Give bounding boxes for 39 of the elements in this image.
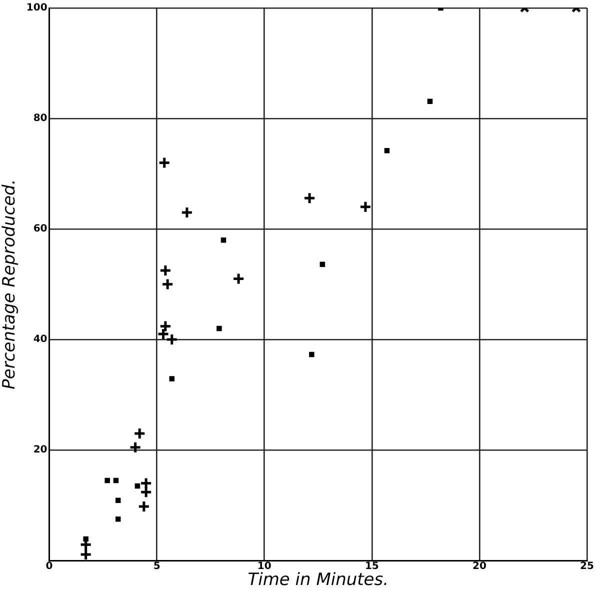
- point: [113, 478, 119, 484]
- point: [104, 478, 110, 484]
- point: [133, 427, 146, 440]
- point: [161, 278, 174, 291]
- point: [427, 98, 433, 104]
- point: [134, 483, 140, 489]
- x-tick-label: 5: [153, 561, 160, 572]
- point: [115, 516, 121, 522]
- point: [129, 441, 142, 454]
- point: [140, 476, 152, 490]
- y-tick-label: 60: [33, 224, 48, 235]
- point: [359, 200, 372, 214]
- point: [159, 264, 172, 277]
- point: [80, 548, 92, 561]
- x-tick-label: 0: [46, 561, 53, 572]
- point: [158, 156, 171, 169]
- x-tick-label: 25: [580, 561, 594, 572]
- point: [220, 237, 226, 243]
- y-axis-title: Percentage Reproduced.: [0, 179, 20, 390]
- point: [384, 148, 390, 154]
- point: [216, 326, 222, 332]
- point: [320, 262, 326, 268]
- x-tick-label: 15: [364, 561, 379, 572]
- point: [115, 498, 121, 503]
- y-tick-label: 100: [26, 2, 48, 14]
- point: [169, 376, 174, 382]
- point: [138, 500, 150, 513]
- point: [232, 272, 245, 286]
- point: [303, 192, 316, 204]
- point: [309, 352, 314, 358]
- point: [159, 320, 172, 333]
- y-tick-label: 20: [33, 444, 48, 456]
- point: [140, 486, 152, 498]
- y-tick-label: 80: [33, 113, 48, 124]
- point: [180, 206, 194, 219]
- x-axis-title: Time in Minutes.: [248, 570, 389, 590]
- x-tick-label: 20: [472, 561, 486, 572]
- x-tick-label: 10: [257, 561, 272, 572]
- y-tick-label: 40: [33, 334, 48, 346]
